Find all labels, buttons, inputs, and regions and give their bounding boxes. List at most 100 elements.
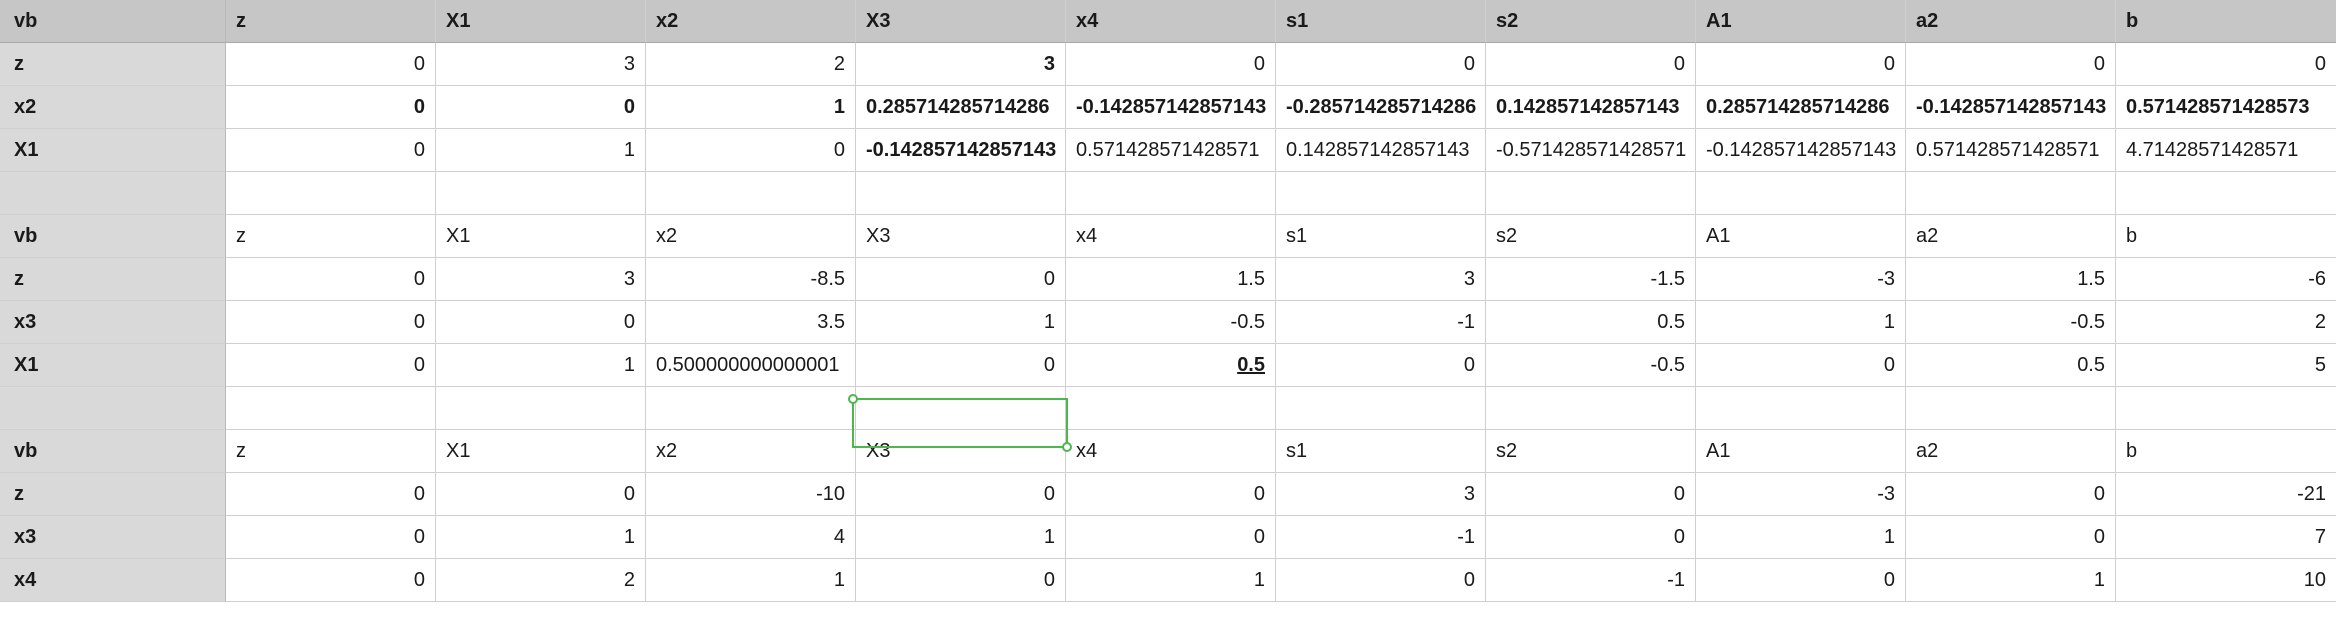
table-cell[interactable]: X1 — [436, 430, 646, 473]
table-cell[interactable]: 0 — [646, 129, 856, 172]
table-cell[interactable]: 0 — [1276, 344, 1486, 387]
table-cell[interactable]: 4 — [646, 516, 856, 559]
table-cell[interactable]: 4.71428571428571 — [2116, 129, 2336, 172]
table-cell[interactable]: 1 — [1906, 559, 2116, 602]
header-cell-x4[interactable]: x4 — [1066, 0, 1276, 43]
table-cell[interactable]: 3 — [436, 43, 646, 86]
table-cell[interactable] — [2116, 387, 2336, 430]
table-cell[interactable]: x2 — [646, 215, 856, 258]
table-cell[interactable]: 0.571428571428571 — [1066, 129, 1276, 172]
table-cell[interactable]: 0 — [1276, 559, 1486, 602]
table-cell[interactable]: 3 — [1276, 473, 1486, 516]
table-cell[interactable]: 0 — [1066, 473, 1276, 516]
table-cell[interactable]: 3 — [436, 258, 646, 301]
table-cell[interactable] — [856, 172, 1066, 215]
table-cell[interactable]: 0.142857142857143 — [1276, 129, 1486, 172]
row-header-cell[interactable]: z — [0, 258, 226, 301]
table-cell[interactable]: 0 — [856, 559, 1066, 602]
table-cell[interactable]: 1 — [1696, 301, 1906, 344]
table-cell[interactable]: A1 — [1696, 430, 1906, 473]
header-cell-x1[interactable]: X1 — [436, 0, 646, 43]
table-cell[interactable] — [1066, 387, 1276, 430]
header-cell-vb[interactable]: vb — [0, 0, 226, 43]
row-header-cell[interactable]: x3 — [0, 301, 226, 344]
table-cell[interactable]: -0.285714285714286 — [1276, 86, 1486, 129]
row-header-cell[interactable]: x2 — [0, 86, 226, 129]
table-cell[interactable]: z — [226, 430, 436, 473]
table-cell[interactable]: 3 — [1276, 258, 1486, 301]
table-cell[interactable]: 0 — [226, 301, 436, 344]
table-cell[interactable]: -0.5 — [1486, 344, 1696, 387]
table-cell[interactable]: 2 — [436, 559, 646, 602]
header-cell-x2[interactable]: x2 — [646, 0, 856, 43]
table-cell[interactable]: 1 — [856, 301, 1066, 344]
table-cell[interactable]: 0.142857142857143 — [1486, 86, 1696, 129]
row-header-cell[interactable]: vb — [0, 215, 226, 258]
table-cell[interactable]: b — [2116, 430, 2336, 473]
table-cell[interactable]: a2 — [1906, 215, 2116, 258]
table-cell[interactable] — [646, 387, 856, 430]
table-cell[interactable]: s1 — [1276, 215, 1486, 258]
table-cell[interactable] — [1906, 387, 2116, 430]
table-cell[interactable]: 10 — [2116, 559, 2336, 602]
table-cell[interactable]: z — [226, 215, 436, 258]
table-cell[interactable]: -10 — [646, 473, 856, 516]
table-cell[interactable]: 1 — [856, 516, 1066, 559]
table-cell[interactable]: 0 — [226, 473, 436, 516]
table-cell[interactable]: 0 — [436, 301, 646, 344]
table-cell[interactable] — [226, 172, 436, 215]
table-cell[interactable]: 1 — [436, 129, 646, 172]
table-cell[interactable] — [2116, 172, 2336, 215]
table-cell[interactable]: 0 — [856, 344, 1066, 387]
header-cell-s2[interactable]: s2 — [1486, 0, 1696, 43]
table-cell[interactable] — [1486, 387, 1696, 430]
table-cell[interactable] — [226, 387, 436, 430]
table-cell[interactable] — [1696, 387, 1906, 430]
table-cell[interactable] — [1486, 172, 1696, 215]
row-header-cell[interactable]: vb — [0, 430, 226, 473]
table-cell[interactable]: b — [2116, 215, 2336, 258]
header-cell-b[interactable]: b — [2116, 0, 2336, 43]
table-cell[interactable] — [436, 387, 646, 430]
header-cell-s1[interactable]: s1 — [1276, 0, 1486, 43]
table-cell[interactable]: 0.285714285714286 — [1696, 86, 1906, 129]
table-cell[interactable]: -0.142857142857143 — [856, 129, 1066, 172]
table-cell[interactable]: 0 — [436, 473, 646, 516]
table-cell[interactable]: 0 — [226, 43, 436, 86]
table-cell[interactable]: 0 — [226, 129, 436, 172]
row-header-cell[interactable]: X1 — [0, 129, 226, 172]
table-cell[interactable]: 0 — [1696, 559, 1906, 602]
row-header-cell[interactable]: z — [0, 473, 226, 516]
row-header-cell[interactable]: X1 — [0, 344, 226, 387]
table-cell[interactable]: 5 — [2116, 344, 2336, 387]
table-cell[interactable]: -8.5 — [646, 258, 856, 301]
row-header-cell[interactable]: x4 — [0, 559, 226, 602]
table-cell[interactable]: X1 — [436, 215, 646, 258]
header-cell-x3[interactable]: X3 — [856, 0, 1066, 43]
table-cell[interactable]: x4 — [1066, 430, 1276, 473]
table-cell[interactable] — [1696, 172, 1906, 215]
table-cell[interactable]: 0 — [226, 258, 436, 301]
table-cell[interactable]: 0 — [226, 344, 436, 387]
row-header-cell[interactable]: x3 — [0, 516, 226, 559]
table-cell[interactable]: 1 — [436, 344, 646, 387]
table-cell[interactable]: 1 — [436, 516, 646, 559]
table-cell[interactable] — [1906, 172, 2116, 215]
table-cell[interactable]: 0 — [1906, 43, 2116, 86]
table-cell[interactable]: 0 — [226, 516, 436, 559]
header-cell-a1[interactable]: A1 — [1696, 0, 1906, 43]
table-cell[interactable]: s1 — [1276, 430, 1486, 473]
table-cell[interactable]: x2 — [646, 430, 856, 473]
table-cell[interactable] — [856, 387, 1066, 430]
table-cell[interactable]: -1 — [1486, 559, 1696, 602]
table-cell[interactable]: a2 — [1906, 430, 2116, 473]
table-cell[interactable] — [436, 172, 646, 215]
row-header-cell[interactable]: z — [0, 43, 226, 86]
table-cell[interactable]: X3 — [856, 215, 1066, 258]
table-cell[interactable]: 1 — [1696, 516, 1906, 559]
table-cell[interactable]: 1.5 — [1906, 258, 2116, 301]
table-cell[interactable]: 0 — [226, 559, 436, 602]
table-cell[interactable]: -0.142857142857143 — [1066, 86, 1276, 129]
table-cell[interactable]: 7 — [2116, 516, 2336, 559]
table-cell[interactable]: s2 — [1486, 430, 1696, 473]
